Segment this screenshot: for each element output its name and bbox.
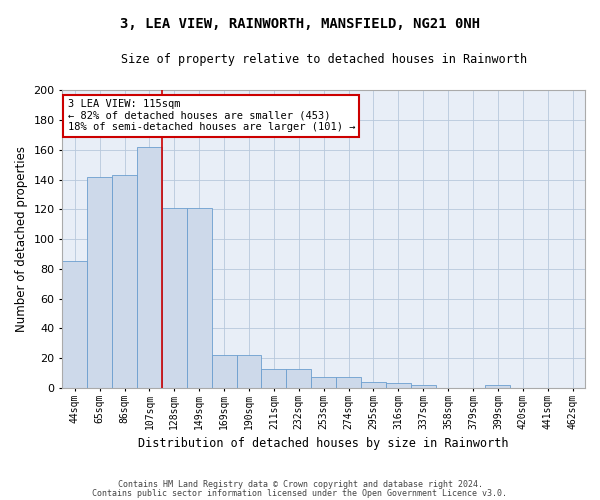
- Bar: [137, 147, 162, 388]
- Bar: [187, 208, 212, 388]
- Bar: [162, 208, 187, 388]
- Bar: [262, 368, 286, 388]
- Bar: [485, 385, 511, 388]
- Text: Contains public sector information licensed under the Open Government Licence v3: Contains public sector information licen…: [92, 488, 508, 498]
- Bar: [311, 378, 336, 388]
- Bar: [87, 176, 112, 388]
- Text: 3, LEA VIEW, RAINWORTH, MANSFIELD, NG21 0NH: 3, LEA VIEW, RAINWORTH, MANSFIELD, NG21 …: [120, 18, 480, 32]
- Title: Size of property relative to detached houses in Rainworth: Size of property relative to detached ho…: [121, 52, 527, 66]
- Bar: [236, 355, 262, 388]
- Text: Contains HM Land Registry data © Crown copyright and database right 2024.: Contains HM Land Registry data © Crown c…: [118, 480, 482, 489]
- Bar: [361, 382, 386, 388]
- Bar: [212, 355, 236, 388]
- X-axis label: Distribution of detached houses by size in Rainworth: Distribution of detached houses by size …: [139, 437, 509, 450]
- Bar: [411, 385, 436, 388]
- Y-axis label: Number of detached properties: Number of detached properties: [15, 146, 28, 332]
- Bar: [112, 175, 137, 388]
- Bar: [286, 368, 311, 388]
- Text: 3 LEA VIEW: 115sqm
← 82% of detached houses are smaller (453)
18% of semi-detach: 3 LEA VIEW: 115sqm ← 82% of detached hou…: [68, 99, 355, 132]
- Bar: [336, 378, 361, 388]
- Bar: [62, 262, 87, 388]
- Bar: [386, 384, 411, 388]
